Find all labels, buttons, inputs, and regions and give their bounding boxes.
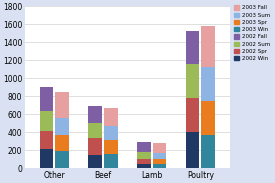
- Bar: [104, 108, 117, 126]
- Bar: [55, 92, 69, 117]
- Bar: [186, 64, 199, 98]
- Bar: [104, 126, 117, 140]
- Bar: [88, 138, 102, 155]
- Bar: [40, 87, 53, 111]
- Bar: [137, 164, 151, 168]
- Bar: [40, 149, 53, 168]
- Bar: [153, 153, 166, 159]
- Bar: [186, 31, 199, 64]
- Bar: [88, 155, 102, 168]
- Bar: [55, 135, 69, 151]
- Bar: [137, 152, 151, 159]
- Bar: [40, 111, 53, 131]
- Bar: [153, 159, 166, 164]
- Bar: [104, 154, 117, 168]
- Bar: [201, 135, 215, 168]
- Bar: [201, 101, 215, 135]
- Bar: [55, 117, 69, 135]
- Bar: [186, 98, 199, 132]
- Bar: [137, 142, 151, 152]
- Bar: [186, 132, 199, 168]
- Bar: [153, 143, 166, 153]
- Bar: [201, 67, 215, 101]
- Bar: [55, 151, 69, 168]
- Bar: [104, 140, 117, 154]
- Bar: [153, 164, 166, 168]
- Bar: [40, 131, 53, 149]
- Bar: [88, 106, 102, 123]
- Bar: [88, 123, 102, 138]
- Bar: [201, 26, 215, 67]
- Bar: [137, 159, 151, 164]
- Legend: 2003 Fall, 2003 Sum, 2003 Spr, 2003 Win, 2002 Fall, 2002 Sum, 2002 Spr, 2002 Win: 2003 Fall, 2003 Sum, 2003 Spr, 2003 Win,…: [232, 3, 272, 63]
